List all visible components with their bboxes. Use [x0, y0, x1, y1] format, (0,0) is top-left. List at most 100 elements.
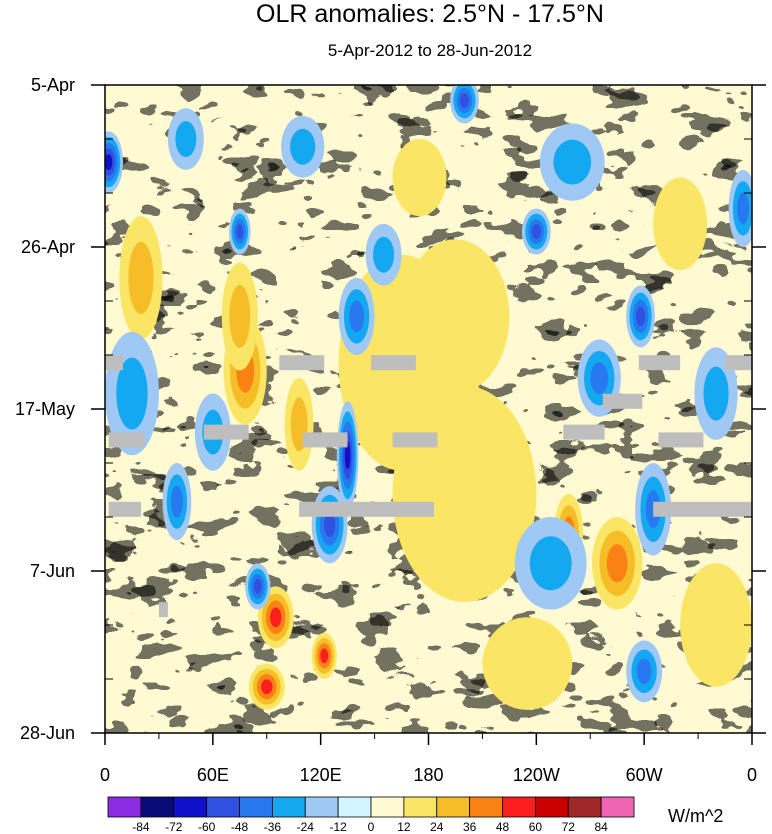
colorbar-label-8: 12	[397, 820, 411, 834]
colorbar-swatch-4	[239, 796, 273, 818]
missing-data-bar-12	[108, 501, 141, 517]
anomaly-contour-24-2	[737, 192, 749, 225]
colorbar-swatch-5	[271, 796, 306, 818]
colorbar-swatch-7	[337, 796, 372, 818]
colorbar-label-9: 24	[430, 820, 444, 834]
x-axis: 0 60E 120E 180 120W 60W 0	[100, 733, 757, 785]
x-tick-label-5: 60W	[626, 765, 663, 785]
colorbar-label-13: 72	[562, 820, 576, 834]
colorbar-units: W/m^2	[668, 806, 723, 826]
colorbar-swatch-12	[502, 796, 536, 818]
anomaly-contour-7-3	[320, 648, 329, 664]
anomaly-contour-14-0	[653, 177, 708, 271]
missing-data-bar-13	[299, 501, 434, 517]
colorbar-label-0: -84	[132, 820, 150, 834]
colorbar-swatch-0	[107, 796, 142, 818]
missing-data-bar-4	[725, 355, 752, 371]
colorbar-label-12: 60	[529, 820, 543, 834]
anomaly-contour-34-1	[703, 366, 729, 421]
colorbar-label-10: 36	[463, 820, 477, 834]
anomaly-contour-8-2	[606, 544, 628, 583]
anomaly-contour-5-3	[270, 607, 282, 628]
missing-data-segments	[105, 355, 752, 618]
anomaly-contour-30-2	[349, 300, 365, 333]
anomaly-contour-11-0	[680, 563, 752, 687]
colorbar-swatch-11	[469, 796, 503, 818]
plot-area	[105, 85, 752, 733]
colorbar-label-14: 84	[594, 820, 608, 834]
colorbar-swatch-2	[173, 796, 208, 818]
anomaly-contour-19-3	[323, 512, 336, 538]
anomaly-contour-17-3	[236, 224, 244, 239]
colorbar-swatch-3	[206, 796, 240, 818]
missing-data-bar-3	[638, 355, 681, 371]
colorbar-swatch-1	[140, 796, 175, 818]
anomaly-contour-18-4	[344, 441, 351, 470]
colorbar: -84 -72 -60 -48 -36 -24 -12 0 12 24 36 48 60 72 84	[107, 796, 635, 834]
anomaly-contour-10-1	[128, 241, 154, 314]
missing-data-bar-11	[658, 432, 704, 448]
anomaly-contour-20-3	[253, 579, 262, 594]
missing-data-bar-15	[158, 602, 168, 618]
chart-title: OLR anomalies: 2.5°N - 17.5°N	[256, 0, 604, 28]
colorbar-swatch-9	[403, 796, 438, 818]
colorbar-label-4: -36	[264, 820, 282, 834]
colorbar-swatch-8	[370, 796, 405, 818]
anomaly-contour-25-1	[116, 357, 148, 430]
colorbar-swatch-6	[304, 796, 339, 818]
anomaly-contour-29-2	[636, 658, 652, 684]
missing-data-bar-10	[563, 424, 605, 440]
missing-data-bar-9	[392, 432, 438, 448]
anomaly-contour-33-1	[553, 139, 592, 185]
anomaly-contour-1-1	[229, 284, 251, 348]
x-tick-label-2: 120E	[300, 765, 342, 785]
anomaly-contour-13-0	[392, 138, 447, 217]
y-tick-label-4: 28-Jun	[20, 723, 75, 743]
anomaly-contour-12-0	[482, 617, 573, 710]
colorbar-label-2: -60	[198, 820, 216, 834]
missing-data-bar-5	[602, 393, 643, 409]
colorbar-swatch-10	[436, 796, 471, 818]
missing-data-bar-2	[371, 355, 416, 371]
anomaly-contour-21-3	[459, 93, 470, 108]
y-tick-label-0: 5-Apr	[31, 75, 75, 95]
anomaly-contour-6-3	[261, 679, 273, 695]
y-tick-label-2: 17-May	[15, 399, 75, 419]
anomaly-contour-27-1	[529, 536, 572, 591]
colorbar-label-1: -72	[165, 820, 183, 834]
anomaly-contour-22-3	[531, 224, 541, 239]
missing-data-bar-7	[108, 432, 145, 448]
missing-data-bar-8	[302, 432, 348, 448]
chart-subtitle: 5-Apr-2012 to 28-Jun-2012	[328, 41, 532, 60]
colorbar-label-11: 48	[496, 820, 510, 834]
y-tick-label-3: 7-Jun	[30, 561, 75, 581]
missing-data-bar-14	[653, 501, 752, 517]
anomaly-contour-16-4	[105, 154, 113, 171]
anomaly-contour-23-3	[635, 306, 646, 327]
missing-data-bar-6	[203, 424, 249, 440]
anomaly-contour-35-1	[373, 236, 395, 273]
x-tick-label-6: 0	[747, 765, 757, 785]
anomaly-contour-3-0	[392, 385, 537, 602]
colorbar-swatch-15	[600, 796, 635, 818]
anomaly-contour-26-2	[590, 362, 609, 395]
colorbar-label-5: -24	[297, 820, 315, 834]
missing-data-bar-0	[105, 355, 123, 371]
anomaly-contour-31-2	[170, 485, 183, 518]
x-tick-label-1: 60E	[197, 765, 229, 785]
anomaly-contour-28-2	[645, 490, 661, 529]
x-tick-label-4: 120W	[513, 765, 560, 785]
y-axis: 5-Apr 26-Apr 17-May 7-Jun 28-Jun	[15, 75, 766, 743]
anomaly-contour-37-1	[175, 121, 197, 157]
anomaly-contour-4-0	[401, 239, 510, 394]
missing-data-bar-1	[279, 355, 325, 371]
anomaly-contour-32-1	[290, 128, 316, 165]
x-tick-label-3: 180	[413, 765, 443, 785]
colorbar-swatch-14	[567, 796, 602, 818]
y-tick-label-1: 26-Apr	[21, 237, 75, 257]
x-tick-label-0: 0	[100, 765, 110, 785]
colorbar-label-6: -12	[329, 820, 347, 834]
colorbar-swatch-13	[534, 796, 569, 818]
colorbar-label-3: -48	[231, 820, 249, 834]
